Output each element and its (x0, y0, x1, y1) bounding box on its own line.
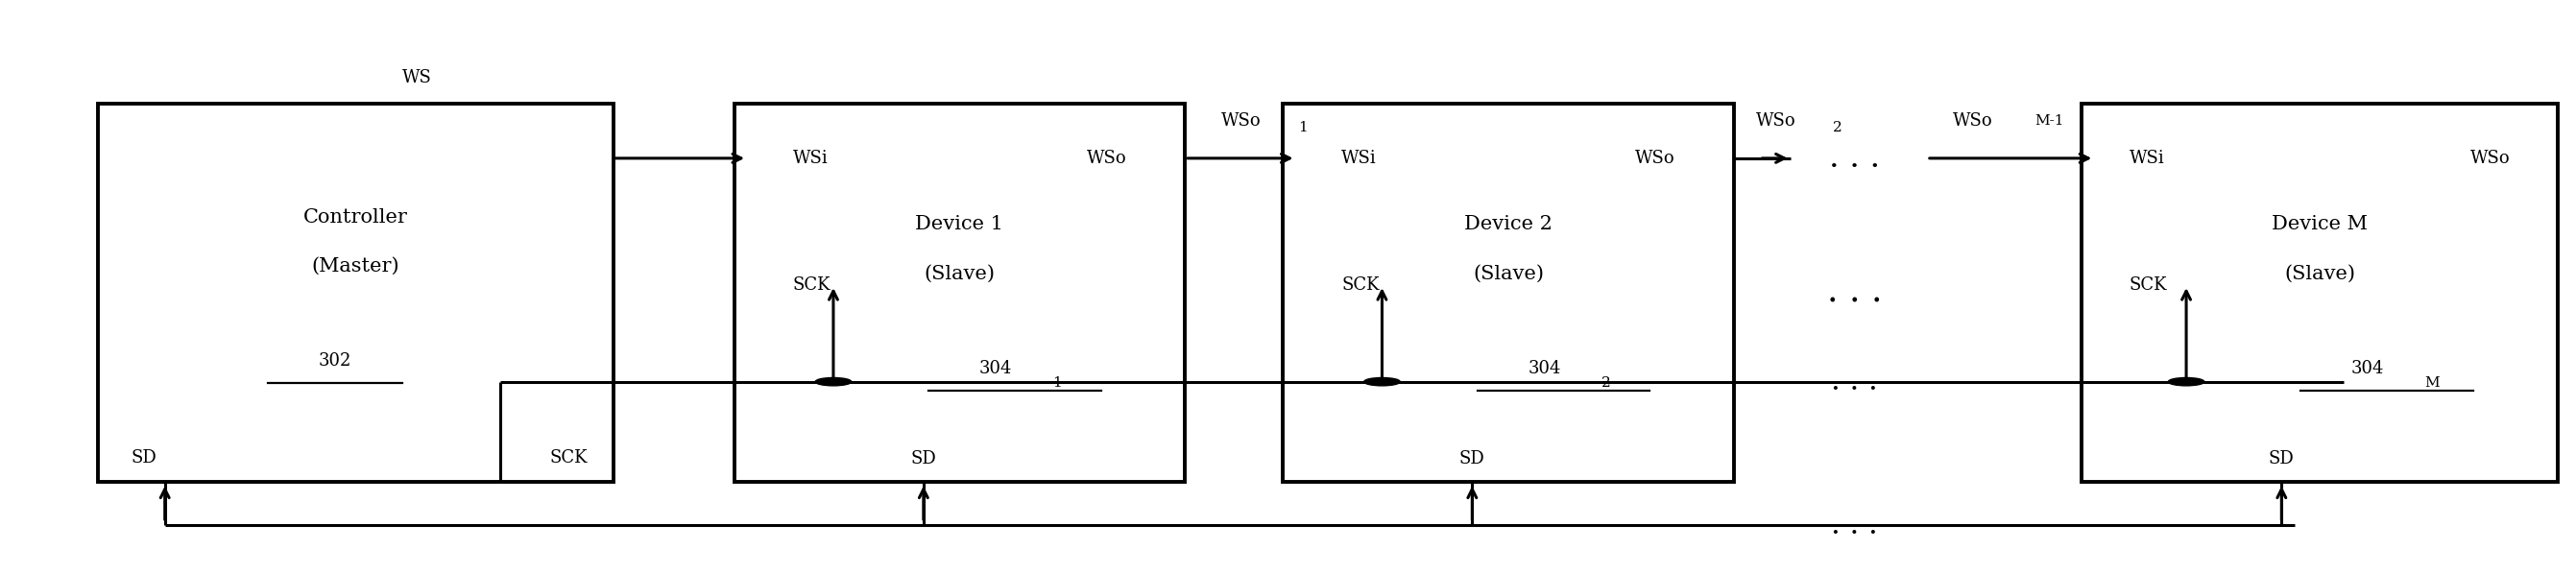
Text: M-1: M-1 (2035, 114, 2063, 128)
Text: M: M (2424, 376, 2439, 390)
Text: WSi: WSi (793, 150, 827, 167)
Text: 304: 304 (2352, 360, 2383, 377)
Text: 1: 1 (1298, 121, 1309, 134)
Text: SD: SD (2269, 451, 2295, 468)
Text: SCK: SCK (1342, 277, 1378, 294)
Text: 304: 304 (979, 360, 1012, 377)
Text: 2: 2 (1834, 121, 1842, 134)
Circle shape (814, 378, 850, 386)
Text: Device 1: Device 1 (914, 215, 1005, 234)
Text: 1: 1 (1054, 376, 1061, 390)
Text: WSo: WSo (2470, 150, 2509, 167)
Text: (Slave): (Slave) (925, 265, 994, 283)
Text: SCK: SCK (793, 277, 829, 294)
Text: WSo: WSo (1636, 150, 1674, 167)
Text: Controller: Controller (304, 208, 407, 226)
Text: SD: SD (1461, 451, 1484, 468)
Text: . . .: . . . (1829, 143, 1880, 173)
Text: WS: WS (402, 69, 433, 86)
Circle shape (1365, 378, 1401, 386)
Text: WSi: WSi (2128, 150, 2164, 167)
Text: . . .: . . . (1832, 510, 1878, 540)
Text: WSo: WSo (1757, 113, 1795, 130)
Bar (2081, 103, 2558, 482)
Text: 302: 302 (319, 352, 350, 370)
Text: SCK: SCK (2128, 277, 2166, 294)
Circle shape (2169, 378, 2205, 386)
Text: Device M: Device M (2272, 215, 2367, 234)
Text: SD: SD (131, 449, 157, 467)
Text: SCK: SCK (549, 449, 587, 467)
Text: . . .: . . . (1826, 277, 1883, 309)
Text: WSo: WSo (1087, 150, 1126, 167)
Bar (98, 103, 613, 482)
Bar (734, 103, 1185, 482)
Text: 2: 2 (1602, 376, 1610, 390)
Text: 304: 304 (1528, 360, 1561, 377)
Text: WSi: WSi (1342, 150, 1376, 167)
Text: (Master): (Master) (312, 257, 399, 276)
Bar (1283, 103, 1734, 482)
Text: . . .: . . . (1832, 367, 1878, 397)
Text: SD: SD (912, 451, 935, 468)
Text: Device 2: Device 2 (1463, 215, 1553, 234)
Text: (Slave): (Slave) (1473, 265, 1543, 283)
Text: WSo: WSo (1221, 113, 1262, 130)
Text: WSo: WSo (1953, 113, 1994, 130)
Text: (Slave): (Slave) (2285, 265, 2354, 283)
